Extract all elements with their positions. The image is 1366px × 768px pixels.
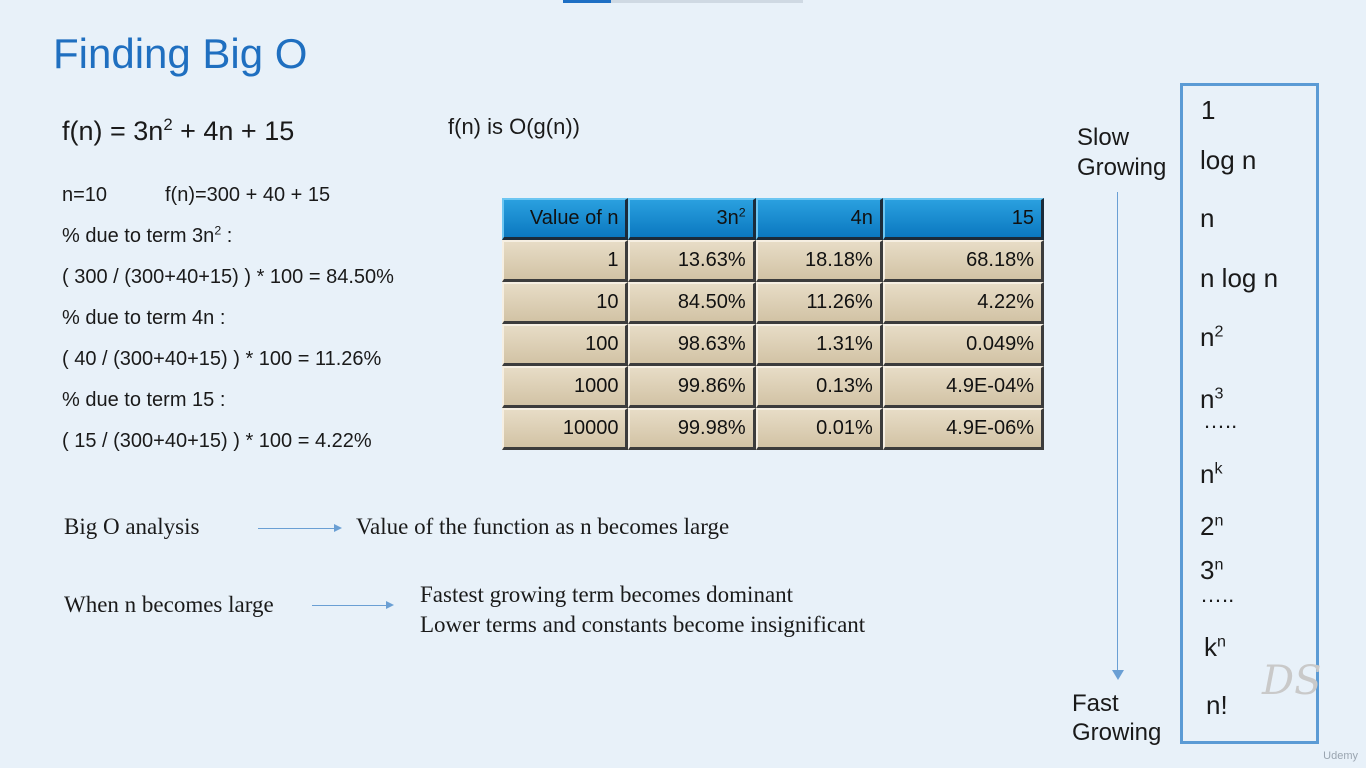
ds-logo: DS: [1262, 658, 1322, 704]
table-row: 10 84.50% 11.26% 4.22%: [502, 282, 1044, 324]
formula: f(n) = 3n2 + 4n + 15: [62, 115, 295, 146]
fast-label-2: Growing: [1072, 719, 1162, 746]
table-cell: 98.63%: [628, 324, 756, 366]
table-cell: 13.63%: [628, 240, 756, 282]
complexity-factorial: n!: [1206, 690, 1228, 720]
header-n: Value of n: [502, 198, 629, 240]
complexity-dots-1: …..: [1203, 408, 1238, 433]
progress-bar: [563, 0, 803, 3]
table-cell: 1: [502, 240, 629, 282]
complexity-constant: 1: [1201, 95, 1216, 125]
term-4n-label: % due to term 4n :: [62, 307, 226, 329]
complexity-k-n: kn: [1204, 632, 1226, 662]
slow-label-2: Growing: [1077, 154, 1167, 181]
table-cell: 1.31%: [755, 324, 883, 366]
table-cell: 10: [502, 282, 629, 324]
table-cell: 68.18%: [882, 240, 1044, 282]
large-n-desc-1: Fastest growing term becomes dominant: [420, 582, 794, 607]
table-row: 1 13.63% 18.18% 68.18%: [502, 240, 1044, 282]
complexity-dots-2: …..: [1200, 582, 1235, 607]
large-n-desc-2: Lower terms and constants become insigni…: [420, 612, 866, 637]
growth-arrow: [1117, 192, 1118, 672]
header-15: 15: [882, 198, 1044, 240]
table-cell: 4.9E-06%: [882, 408, 1044, 450]
complexity-n-squared: n2: [1200, 322, 1224, 352]
table-header-row: Value of n 3n2 4n 15: [502, 198, 1044, 240]
complexity-2-n: 2n: [1200, 511, 1224, 541]
table-cell: 10000: [502, 408, 629, 450]
table-cell: 11.26%: [755, 282, 883, 324]
fn-value: f(n)=300 + 40 + 15: [165, 184, 331, 206]
term-3n2-calc: ( 300 / (300+40+15) ) * 100 = 84.50%: [62, 266, 394, 288]
big-o-analysis-label: Big O analysis: [64, 514, 200, 539]
table-cell: 0.049%: [882, 324, 1044, 366]
percentage-table: Value of n 3n2 4n 15 1 13.63% 18.18% 68.…: [502, 198, 1044, 450]
term-15-calc: ( 15 / (300+40+15) ) * 100 = 4.22%: [62, 430, 372, 452]
arrow-right-icon: [312, 601, 394, 609]
arrow-down-icon: [1112, 670, 1124, 680]
table-row: 10000 99.98% 0.01% 4.9E-06%: [502, 408, 1044, 450]
complexity-log-n: log n: [1200, 145, 1257, 175]
n-value: n=10: [62, 184, 108, 206]
complexity-list: [1180, 83, 1319, 744]
table-cell: 84.50%: [628, 282, 756, 324]
slide-title: Finding Big O: [53, 30, 308, 77]
complexity-3-n: 3n: [1200, 555, 1224, 585]
table-cell: 99.86%: [628, 366, 756, 408]
big-o-definition: f(n) is O(g(n)): [448, 114, 580, 139]
table-row: 1000 99.86% 0.13% 4.9E-04%: [502, 366, 1044, 408]
term-15-label: % due to term 15 :: [62, 389, 226, 411]
table-cell: 1000: [502, 366, 629, 408]
term-4n-calc: ( 40 / (300+40+15) ) * 100 = 11.26%: [62, 348, 382, 370]
table-row: 100 98.63% 1.31% 0.049%: [502, 324, 1044, 366]
complexity-n-cubed: n3: [1200, 384, 1224, 414]
complexity-n: n: [1200, 203, 1215, 233]
table-cell: 100: [502, 324, 629, 366]
arrow-right-icon: [258, 524, 342, 532]
header-3n2: 3n2: [628, 198, 756, 240]
udemy-watermark: Udemy: [1323, 750, 1358, 762]
header-4n: 4n: [755, 198, 883, 240]
table-cell: 4.9E-04%: [882, 366, 1044, 408]
table-cell: 4.22%: [882, 282, 1044, 324]
big-o-analysis-desc: Value of the function as n becomes large: [356, 514, 730, 539]
fast-label-1: Fast: [1072, 690, 1119, 717]
table-cell: 99.98%: [628, 408, 756, 450]
complexity-n-k: nk: [1200, 459, 1223, 489]
complexity-n-log-n: n log n: [1200, 263, 1279, 293]
slow-label-1: Slow: [1077, 124, 1130, 151]
table-cell: 0.13%: [755, 366, 883, 408]
progress-fill: [563, 0, 611, 3]
large-n-label: When n becomes large: [64, 592, 274, 617]
table-cell: 0.01%: [755, 408, 883, 450]
table-cell: 18.18%: [755, 240, 883, 282]
term-3n2-label: % due to term 3n2 :: [62, 223, 233, 247]
